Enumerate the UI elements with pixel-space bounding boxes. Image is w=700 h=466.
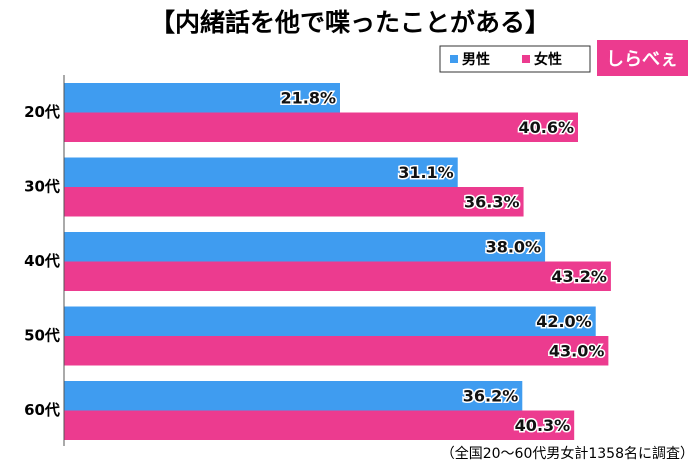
y-tick-label: 50代 [24, 327, 60, 345]
bar [64, 187, 524, 217]
legend-label: 男性 [462, 51, 490, 68]
bar [64, 157, 458, 187]
value-label: 36.2% [463, 386, 519, 405]
y-tick-label: 30代 [24, 178, 60, 196]
bar [64, 83, 340, 113]
chart-title: 【内緒話を他で喋ったことがある】 [150, 8, 550, 37]
bar [64, 336, 609, 366]
logo-bg [597, 40, 688, 76]
value-label: 38.0% [486, 237, 542, 256]
value-label: 42.0% [536, 312, 592, 331]
note: （全国20～60代男女計1358名に調査） [441, 445, 694, 462]
bar [64, 306, 596, 336]
value-label: 31.1% [398, 163, 454, 182]
y-tick-label: 40代 [24, 252, 60, 270]
bar [64, 112, 578, 142]
legend-swatch [522, 55, 530, 63]
value-label: 21.8% [280, 88, 336, 107]
value-label: 43.0% [549, 341, 605, 360]
value-label: 40.6% [518, 118, 574, 137]
legend-label: 女性 [534, 51, 562, 68]
legend-box [439, 45, 591, 73]
legend-swatch [450, 55, 458, 63]
y-tick-label: 60代 [24, 401, 60, 419]
logo-text: しらべぇ [606, 49, 678, 70]
value-label: 43.2% [551, 267, 607, 286]
logo: しらべぇ [597, 40, 688, 76]
bar [64, 381, 523, 411]
value-label: 36.3% [464, 192, 520, 211]
y-tick-label: 20代 [24, 103, 60, 121]
value-label: 40.3% [515, 416, 571, 435]
bar [64, 410, 575, 440]
bar [64, 232, 546, 262]
bar [64, 261, 611, 291]
